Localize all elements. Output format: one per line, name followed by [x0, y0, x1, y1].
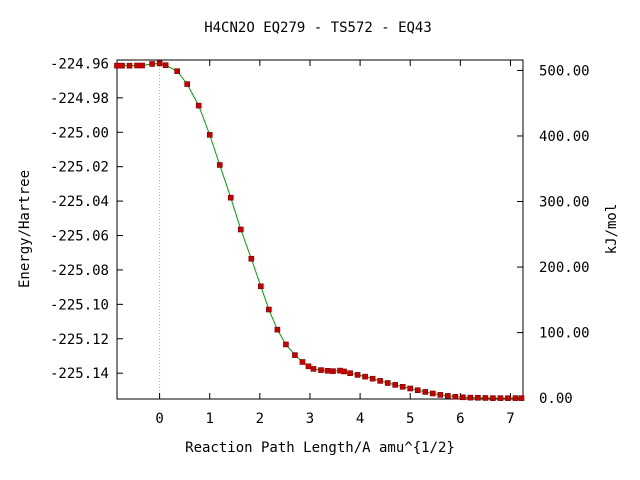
data-point [377, 378, 383, 384]
y-axis-label: Energy/Hartree [17, 170, 33, 288]
data-point [347, 370, 353, 376]
y-tick-label: -225.12 [50, 332, 109, 348]
data-point [119, 62, 125, 69]
data-point [422, 389, 429, 395]
y2-tick-label: 300.00 [539, 195, 590, 211]
data-point [392, 382, 398, 388]
x-tick-label: 5 [406, 411, 414, 427]
data-point [310, 366, 317, 372]
x-tick-label: 1 [206, 411, 214, 427]
data-point [299, 359, 306, 365]
x-tick-label: 0 [155, 411, 163, 427]
data-point [258, 283, 264, 290]
y2-tick-label: 500.00 [539, 63, 590, 79]
data-point [216, 162, 223, 168]
x-tick-label: 2 [256, 411, 264, 427]
data-point [518, 395, 525, 401]
data-point [162, 62, 169, 68]
data-point [283, 341, 289, 348]
data-point [195, 102, 202, 109]
data-point [330, 368, 336, 374]
y-tick-label: -225.02 [50, 160, 109, 176]
data-point [305, 363, 312, 370]
data-point [384, 380, 391, 386]
y2-tick-label: 400.00 [539, 129, 590, 145]
data-point [292, 352, 298, 358]
data-point [156, 60, 163, 67]
y-tick-label: -225.04 [50, 194, 109, 210]
data-point [139, 62, 145, 69]
data-point [114, 62, 120, 69]
data-point [399, 383, 406, 390]
y-tick-label: -224.96 [50, 56, 109, 72]
data-point [126, 62, 133, 69]
x-tick-label: 7 [506, 411, 514, 427]
y2-tick-label: 0.00 [539, 391, 573, 407]
x-tick-label: 6 [456, 411, 464, 427]
y-tick-label: -224.98 [50, 91, 109, 107]
data-point [206, 132, 213, 138]
data-point [429, 390, 436, 397]
plot-frame [116, 59, 524, 400]
data-point [266, 306, 272, 313]
y-tick-label: -225.00 [50, 125, 109, 141]
data-point [174, 68, 180, 74]
y2-tick-label: 100.00 [539, 326, 590, 342]
data-point [414, 387, 421, 394]
data-point [369, 375, 376, 382]
data-point [460, 394, 466, 401]
x-axis-label: Reaction Path Length/A amu^{1/2} [185, 440, 455, 456]
data-point [437, 392, 444, 398]
x-tick-label: 3 [306, 411, 314, 427]
data-point [354, 372, 361, 378]
data-point [227, 194, 234, 201]
y-tick-label: -225.08 [50, 263, 109, 279]
energy-curve [117, 62, 522, 399]
data-point [341, 368, 347, 375]
data-point [445, 393, 451, 399]
data-point [274, 326, 281, 333]
y2-axis-label: kJ/mol [604, 204, 620, 255]
y-tick-label: -225.14 [50, 366, 109, 382]
data-point [248, 255, 255, 262]
data-point [497, 395, 504, 401]
data-point [505, 395, 511, 401]
data-point [512, 395, 519, 401]
data-point [407, 385, 414, 392]
data-point [184, 81, 190, 87]
y-tick-label: -225.10 [50, 297, 109, 313]
data-point [238, 226, 244, 233]
data-point [452, 393, 459, 400]
data-point [475, 394, 481, 401]
data-point [149, 61, 155, 67]
data-point [318, 367, 324, 373]
data-point [134, 62, 140, 69]
x-tick-label: 4 [356, 411, 364, 427]
data-point [490, 395, 496, 401]
data-point [482, 395, 489, 401]
chart-title: H4CN2O EQ279 - TS572 - EQ43 [204, 20, 432, 36]
data-point [362, 373, 368, 380]
y2-tick-label: 200.00 [539, 260, 590, 276]
data-point [467, 394, 474, 401]
y-tick-label: -225.06 [50, 229, 109, 245]
data-point [324, 367, 331, 374]
